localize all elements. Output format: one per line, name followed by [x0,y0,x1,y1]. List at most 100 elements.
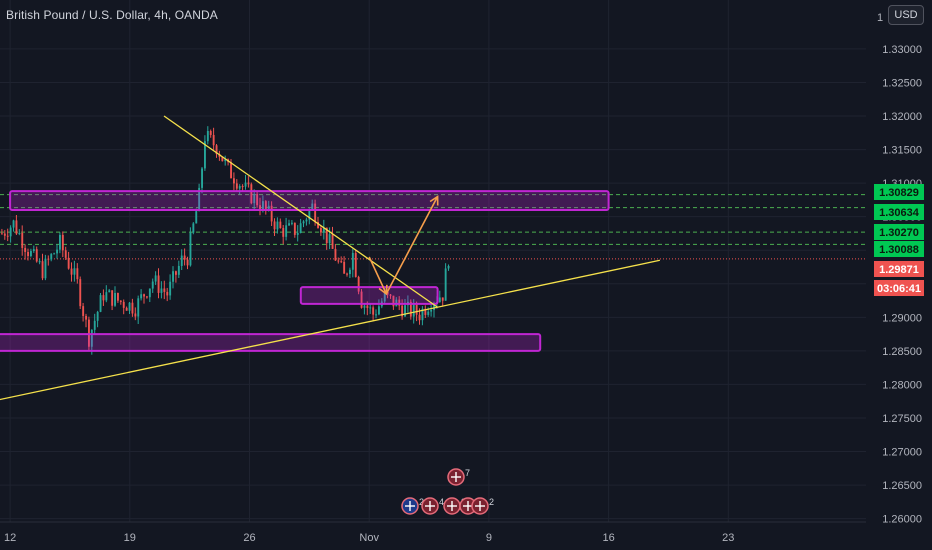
candle [409,299,412,320]
candle [351,248,354,278]
candle [79,276,82,310]
price-badge-level: 1.30270 [874,224,924,240]
candle [305,217,308,226]
trendline-descending[interactable] [163,115,438,308]
candle [311,199,314,211]
support-resistance-zone[interactable] [9,190,610,211]
candle [331,226,334,250]
candle [372,305,375,321]
time-axis[interactable]: 12 19 26 Nov 9 16 23 [0,521,866,544]
candle [85,313,87,328]
price-badges: 1.30829 1.30634 1.30270 1.30088 1.29871 03:06… [874,184,924,296]
time-tick-label: 26 [243,532,255,544]
zones [0,190,610,352]
candle [291,220,293,226]
candle [270,201,273,227]
projection-arrows[interactable] [368,195,439,296]
candle [424,305,427,318]
support-resistance-zone[interactable] [299,286,439,305]
candle [148,288,151,303]
grid [0,0,866,522]
candle [247,176,250,188]
candle [143,293,145,304]
candle [119,300,122,305]
candle [337,257,340,264]
event-badge[interactable]: 2 [471,497,494,515]
price-tick-label: 1.27500 [882,413,922,425]
candle [32,245,35,253]
event-badge[interactable]: 7 [447,468,470,486]
candle [349,267,351,279]
candle [172,266,174,289]
candle [44,254,47,281]
candle [369,304,372,314]
candle [363,303,366,315]
candle [117,292,119,303]
candle [6,228,9,242]
price-tick-label: 1.29000 [882,312,922,324]
candle [296,225,299,242]
candle [102,289,105,306]
candle [166,287,169,302]
candle [212,127,215,150]
price-tick-label: 1.28500 [882,346,922,358]
economic-events[interactable]: 724322 [401,468,494,515]
candle [177,260,180,278]
event-count: 7 [465,468,470,478]
candle [154,271,157,285]
candle [93,313,96,335]
candle [357,275,360,295]
candle [50,252,53,262]
currency-button[interactable]: USD [888,5,924,25]
candle [169,274,172,300]
candle [76,263,79,284]
candle [253,189,256,211]
candle [244,174,247,190]
time-tick-label: 9 [486,532,492,544]
candle [73,260,76,282]
price-badge-current: 1.29871 [874,261,924,277]
candle [70,262,73,282]
candle [18,229,21,236]
svg-text:1.30088: 1.30088 [879,244,919,256]
candle [340,256,343,264]
svg-text:03:06:41: 03:06:41 [877,283,921,295]
candle [201,166,203,194]
candle [1,228,3,235]
candle [12,219,15,232]
candle [198,183,201,212]
trendlines [0,115,661,404]
candle [30,248,32,258]
horizontal-levels [0,194,866,245]
candle [224,155,227,166]
event-badge[interactable]: 4 [421,497,444,515]
event-badge[interactable]: 3 [443,497,466,515]
candle [264,200,267,215]
candle [82,302,85,322]
candle [235,179,238,191]
candle [282,224,285,245]
candle [105,285,108,303]
candle [215,143,218,158]
candle [378,299,380,316]
event-badge[interactable]: 2 [401,497,424,515]
candle [447,264,450,271]
candle [61,231,64,258]
candle [64,246,67,260]
candle [325,227,328,250]
candle [192,222,195,235]
svg-text:1.30829: 1.30829 [879,187,919,199]
candle [276,217,279,234]
candle [299,218,302,234]
candle [334,243,337,262]
candle [157,268,160,299]
candle [360,288,363,309]
candle [322,219,325,240]
candle [233,172,235,191]
candle [125,306,128,311]
trendline-ascending[interactable] [0,259,661,404]
candle [389,294,392,299]
price-tick-label-partial: 1 [877,12,883,24]
